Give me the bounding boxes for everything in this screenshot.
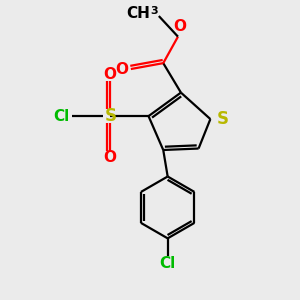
Text: Cl: Cl [53,109,70,124]
Text: CH: CH [126,7,150,22]
Text: Cl: Cl [160,256,176,271]
Text: O: O [104,150,117,165]
Text: O: O [173,19,186,34]
Text: S: S [104,107,116,125]
Text: O: O [116,62,128,77]
Text: O: O [104,68,117,82]
Text: 3: 3 [150,6,158,16]
Text: S: S [217,110,229,128]
